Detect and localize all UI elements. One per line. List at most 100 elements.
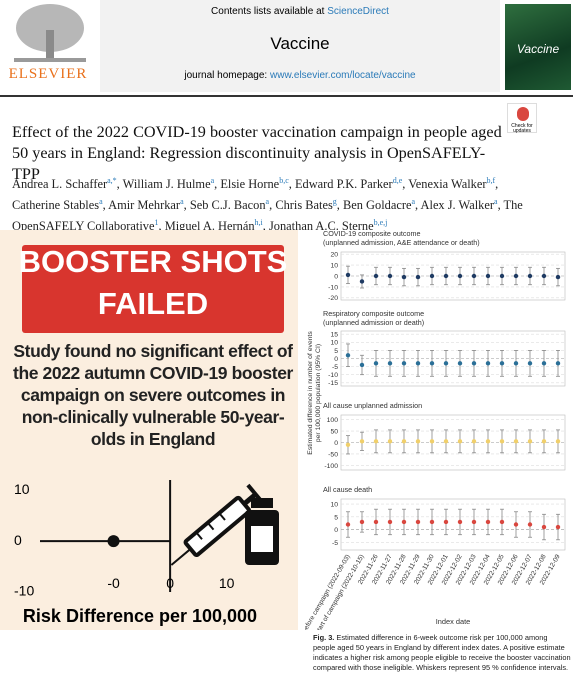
estimate-point — [555, 524, 561, 530]
estimate-point — [345, 442, 351, 447]
estimate-point — [443, 439, 449, 444]
author-affiliation: a — [99, 197, 103, 207]
journal-header: Contents lists available at ScienceDirec… — [100, 0, 500, 92]
homepage-label: journal homepage: — [184, 70, 268, 81]
publisher-name: ELSEVIER — [8, 66, 88, 82]
author: Seb C.J. Bacona, — [189, 197, 276, 213]
estimate-point — [387, 361, 393, 366]
author: Edward P.K. Parkerd,e, — [294, 176, 409, 192]
estimate-point — [387, 439, 393, 444]
estimate-point — [471, 361, 477, 366]
y-tick-label: 0 — [334, 527, 338, 534]
estimate-point — [541, 273, 547, 279]
estimate-point — [541, 524, 547, 530]
estimate-point — [513, 361, 519, 366]
y-tick-label: -10 — [328, 372, 338, 379]
panel-frame — [340, 498, 566, 551]
check-updates-badge[interactable]: Check for updates — [507, 103, 537, 134]
author-name: Miguel A. Hernán — [164, 219, 255, 234]
estimate-point — [513, 273, 519, 279]
author-name: Ben Goldacre — [343, 198, 412, 213]
author: William J. Hulmea, — [122, 176, 221, 192]
estimate-point — [401, 361, 407, 366]
author-affiliation: a — [411, 197, 416, 207]
vial-icon — [245, 498, 279, 565]
estimate-point — [387, 519, 393, 525]
estimate-point — [415, 274, 421, 280]
estimate-point — [387, 273, 393, 279]
panel-title: All cause unplanned admission — [323, 401, 422, 410]
x-axis-label: Index date — [436, 617, 471, 626]
y-tick-label: 10 — [330, 262, 338, 269]
panel-title: COVID-19 composite outcome — [323, 229, 420, 238]
estimate-point — [541, 361, 547, 366]
y-tick-label: 10 — [330, 502, 338, 509]
estimate-point — [457, 439, 463, 444]
y-axis-label: per 100,000 population (95% CI) — [315, 344, 322, 442]
infographic: BOOSTER SHOTS FAILED Study found no sign… — [0, 230, 298, 630]
estimate-point — [457, 273, 463, 279]
estimate-point — [415, 519, 421, 525]
estimate-point — [513, 439, 519, 444]
estimate-point — [471, 273, 477, 279]
author: Ben Goldacrea, — [343, 197, 421, 213]
estimate-point — [401, 274, 407, 280]
estimate-point — [555, 274, 561, 280]
estimate-point — [443, 273, 449, 279]
y-tick-label: 15 — [330, 332, 338, 339]
estimate-point — [541, 439, 547, 444]
y-tick-label: -10 — [14, 583, 34, 599]
contents-text: Contents lists available at — [211, 6, 325, 17]
y-tick-label: 5 — [334, 514, 338, 521]
estimate-point — [429, 273, 435, 279]
estimate-point — [457, 361, 463, 366]
estimate-point — [513, 522, 519, 527]
headline-line: FAILED — [98, 286, 208, 321]
data-point — [107, 535, 120, 548]
author-affiliation: g — [332, 197, 337, 207]
panel-subtitle: (unplanned admission or death) — [323, 318, 424, 327]
estimate-point — [429, 519, 435, 525]
author-name: Catherine Stables — [12, 198, 100, 213]
x-axis-label: Risk Difference per 100,000 — [23, 606, 257, 626]
author: Chris Batesg, — [275, 197, 343, 213]
estimate-point — [401, 519, 407, 525]
estimate-point — [527, 522, 533, 527]
author: Elsie Horneb,c, — [220, 176, 295, 192]
author-name: The OpenSAFELY Collaborative — [12, 198, 523, 234]
sciencedirect-link[interactable]: ScienceDirect — [327, 6, 389, 17]
y-tick-label: 50 — [330, 428, 338, 435]
estimate-point — [429, 361, 435, 366]
y-tick-label: 0 — [14, 532, 22, 548]
figure: COVID-19 composite outcome (unplanned adm… — [305, 229, 566, 630]
author-affiliation: h,i — [254, 218, 263, 228]
logo-tree — [14, 4, 86, 62]
y-tick-label: 10 — [330, 340, 338, 347]
estimate-point — [401, 439, 407, 444]
contents-line: Contents lists available at ScienceDirec… — [100, 6, 500, 17]
estimate-point — [359, 362, 365, 368]
y-tick-label: -5 — [332, 540, 338, 547]
journal-name: Vaccine — [270, 34, 330, 53]
estimate-point — [499, 519, 505, 525]
author: The OpenSAFELY Collaborative1, — [12, 198, 523, 234]
author-name: Edward P.K. Parker — [294, 177, 393, 192]
estimate-point — [345, 272, 351, 278]
author: Amir Mehrkara, — [108, 197, 190, 213]
publisher-logo — [0, 0, 100, 92]
headline-box — [22, 245, 284, 333]
article-title: Effect of the 2022 COVID-19 booster vacc… — [12, 123, 502, 183]
estimate-point — [457, 519, 463, 525]
headline-line: BOOSTER SHOTS — [19, 244, 288, 279]
author-affiliation: a — [180, 197, 184, 207]
panel-title: Respiratory composite outcome — [323, 309, 424, 318]
estimate-point — [373, 361, 379, 366]
estimate-point — [555, 439, 561, 444]
author-affiliation: a,* — [107, 176, 117, 185]
estimate-point — [527, 361, 533, 366]
caption-label: Fig. 3. — [313, 633, 335, 642]
estimate-point — [555, 361, 561, 366]
homepage-link[interactable]: www.elsevier.com/locate/vaccine — [270, 70, 416, 81]
estimate-point — [527, 439, 533, 444]
